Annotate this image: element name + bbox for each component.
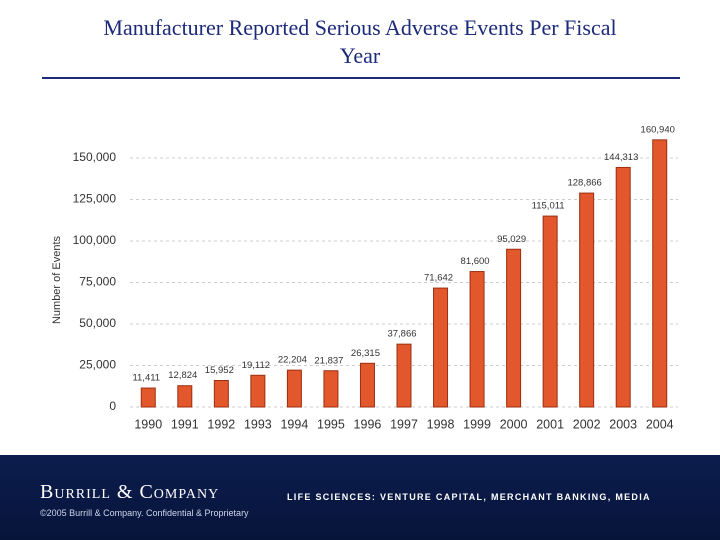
x-tick-label: 1998	[427, 417, 455, 431]
y-tick-label: 100,000	[73, 233, 117, 247]
tagline: LIFE SCIENCES: VENTURE CAPITAL, MERCHANT…	[287, 492, 651, 502]
x-tick-label: 1992	[207, 417, 235, 431]
x-tick-label: 2003	[609, 417, 637, 431]
bar	[250, 374, 266, 408]
bar	[213, 380, 229, 408]
bar	[359, 362, 375, 408]
y-tick-label: 150,000	[73, 150, 117, 164]
value-label: 71,642	[424, 273, 453, 284]
x-tick-label: 2004	[646, 417, 674, 431]
value-label: 95,029	[497, 234, 526, 245]
bar	[323, 370, 339, 408]
x-tick-label: 1994	[280, 417, 308, 431]
y-tick-label: 125,000	[73, 192, 117, 206]
value-label: 12,824	[168, 370, 197, 381]
bar	[615, 166, 631, 408]
x-tick-label: 1996	[354, 417, 382, 431]
slide-title: Manufacturer Reported Serious Adverse Ev…	[103, 15, 617, 68]
x-tick-label: 2001	[536, 417, 564, 431]
value-label: 21,837	[314, 355, 343, 366]
y-tick-label: 0	[109, 399, 116, 413]
value-label: 22,204	[278, 355, 307, 366]
value-label: 19,112	[242, 360, 270, 371]
footer: Burrill & Company LIFE SCIENCES: VENTURE…	[0, 455, 720, 540]
copyright: ©2005 Burrill & Company. Confidential & …	[40, 508, 249, 518]
x-tick-label: 2000	[500, 417, 528, 431]
bar	[286, 369, 302, 408]
y-tick-label: 50,000	[79, 316, 116, 330]
x-tick-label: 2002	[573, 417, 601, 431]
bar	[177, 385, 193, 408]
company-name: Burrill & Company	[40, 481, 220, 503]
bar	[542, 215, 558, 408]
bar	[140, 387, 156, 408]
value-label: 115,011	[532, 201, 565, 212]
x-tick-label: 1997	[390, 417, 418, 431]
y-axis-label: Number of Events	[51, 235, 63, 324]
title-rule	[42, 77, 680, 79]
value-label: 26,315	[351, 348, 380, 359]
bar	[652, 139, 668, 408]
y-tick-label: 25,000	[79, 358, 116, 372]
x-tick-label: 1999	[463, 417, 491, 431]
x-tick-label: 1991	[171, 417, 199, 431]
value-label: 144,313	[604, 152, 638, 163]
value-label: 81,600	[461, 256, 490, 267]
x-tick-label: 1990	[134, 417, 162, 431]
value-label: 37,866	[387, 329, 416, 340]
bar	[469, 271, 485, 408]
value-label: 128,866	[567, 178, 601, 189]
chart: Number of Events 0 25,000 50,000 75,000 100,…	[30, 85, 685, 438]
y-tick-label: 75,000	[79, 275, 116, 289]
x-tick-label: 1995	[317, 417, 345, 431]
value-label: 160,940	[641, 124, 675, 135]
x-tick-label: 1993	[244, 417, 272, 431]
bar	[506, 248, 522, 408]
bar	[396, 343, 412, 408]
value-label: 11,411	[132, 373, 160, 384]
value-label: 15,952	[205, 365, 234, 376]
plot-panel	[30, 85, 685, 438]
bar	[433, 287, 449, 408]
bar	[579, 192, 595, 408]
